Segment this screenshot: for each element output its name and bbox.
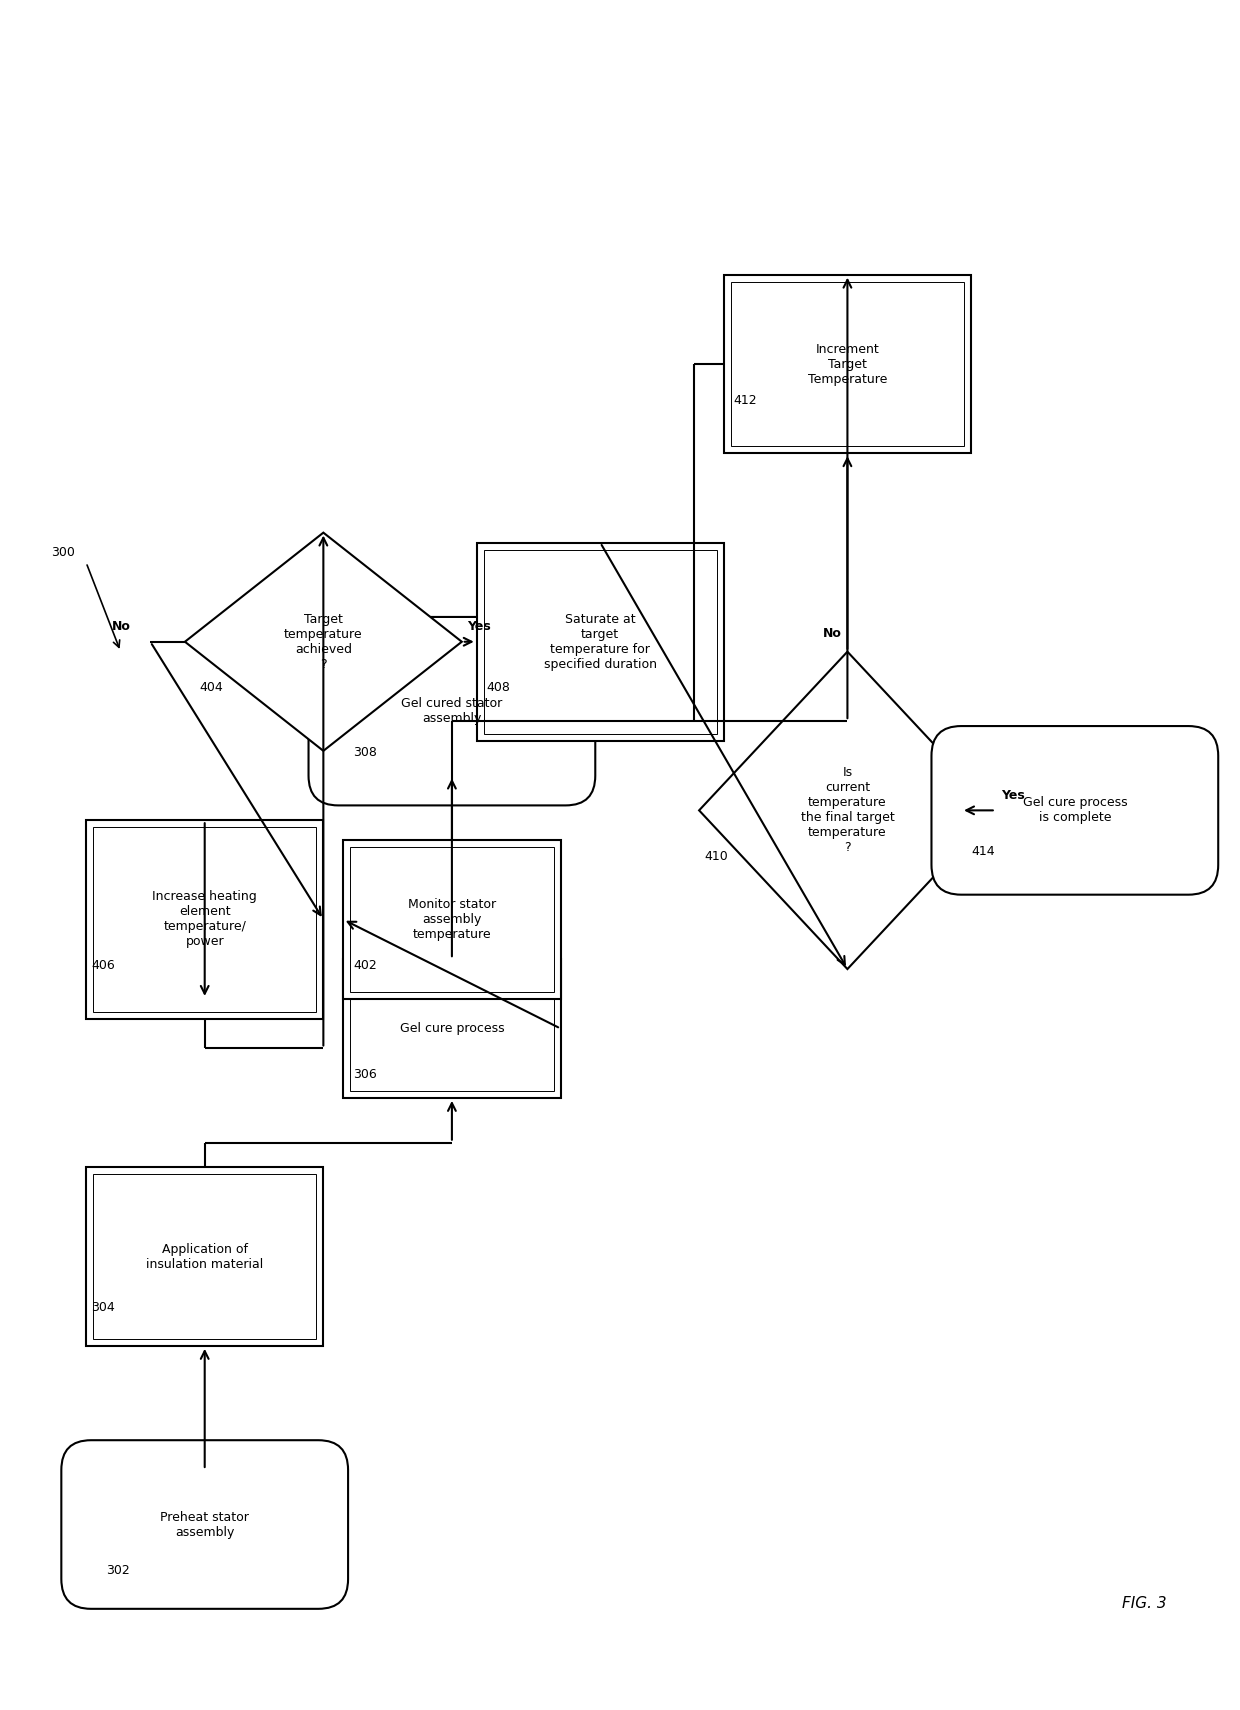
FancyBboxPatch shape <box>61 1440 348 1609</box>
Text: No: No <box>112 621 130 633</box>
Bar <box>93 828 316 1012</box>
Bar <box>93 1175 316 1339</box>
Polygon shape <box>185 532 461 751</box>
Bar <box>730 282 965 446</box>
Text: 306: 306 <box>353 1069 377 1081</box>
Text: Yes: Yes <box>466 621 491 633</box>
Text: 300: 300 <box>51 545 76 559</box>
Text: 404: 404 <box>200 681 223 694</box>
FancyBboxPatch shape <box>931 727 1218 894</box>
Text: Gel cured stator
assembly: Gel cured stator assembly <box>402 698 502 725</box>
Bar <box>484 549 717 734</box>
Text: 408: 408 <box>486 681 511 694</box>
Text: Preheat stator
assembly: Preheat stator assembly <box>160 1510 249 1539</box>
Text: Gel cure process: Gel cure process <box>399 1023 505 1035</box>
Bar <box>86 821 324 1019</box>
Text: Saturate at
target
temperature for
specified duration: Saturate at target temperature for speci… <box>543 612 657 670</box>
Text: 402: 402 <box>353 959 377 973</box>
Text: Application of
insulation material: Application of insulation material <box>146 1243 263 1271</box>
Text: 412: 412 <box>734 393 758 407</box>
Text: 410: 410 <box>704 850 728 864</box>
Bar <box>86 1168 324 1346</box>
Bar <box>343 959 560 1098</box>
Text: Is
current
temperature
the final target
temperature
?: Is current temperature the final target … <box>801 766 894 855</box>
Polygon shape <box>699 652 996 970</box>
FancyBboxPatch shape <box>309 617 595 805</box>
Text: Target
temperature
achieved
?: Target temperature achieved ? <box>284 612 362 670</box>
Bar <box>476 542 724 740</box>
Text: 406: 406 <box>91 959 115 973</box>
Text: Gel cure process
is complete: Gel cure process is complete <box>1023 797 1127 824</box>
Bar <box>343 840 560 999</box>
Text: 414: 414 <box>971 845 994 858</box>
Text: Increase heating
element
temperature/
power: Increase heating element temperature/ po… <box>153 891 257 949</box>
Bar <box>724 275 971 453</box>
Text: Monitor stator
assembly
temperature: Monitor stator assembly temperature <box>408 898 496 940</box>
Bar <box>350 966 554 1091</box>
Text: Yes: Yes <box>1001 788 1024 802</box>
Text: 308: 308 <box>353 746 377 759</box>
Text: No: No <box>823 628 842 640</box>
Bar <box>350 846 554 992</box>
Text: 302: 302 <box>105 1565 129 1577</box>
Text: Increment
Target
Temperature: Increment Target Temperature <box>807 342 887 385</box>
Text: FIG. 3: FIG. 3 <box>1122 1597 1167 1611</box>
Text: 304: 304 <box>91 1301 115 1315</box>
